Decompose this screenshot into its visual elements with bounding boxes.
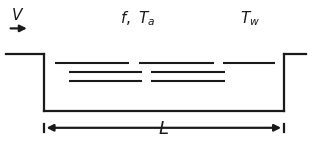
Text: $L$: $L$	[158, 120, 169, 138]
Text: $f,\ T_a$: $f,\ T_a$	[119, 10, 155, 28]
Text: $T_w$: $T_w$	[240, 10, 260, 28]
Text: $V$: $V$	[11, 7, 24, 23]
